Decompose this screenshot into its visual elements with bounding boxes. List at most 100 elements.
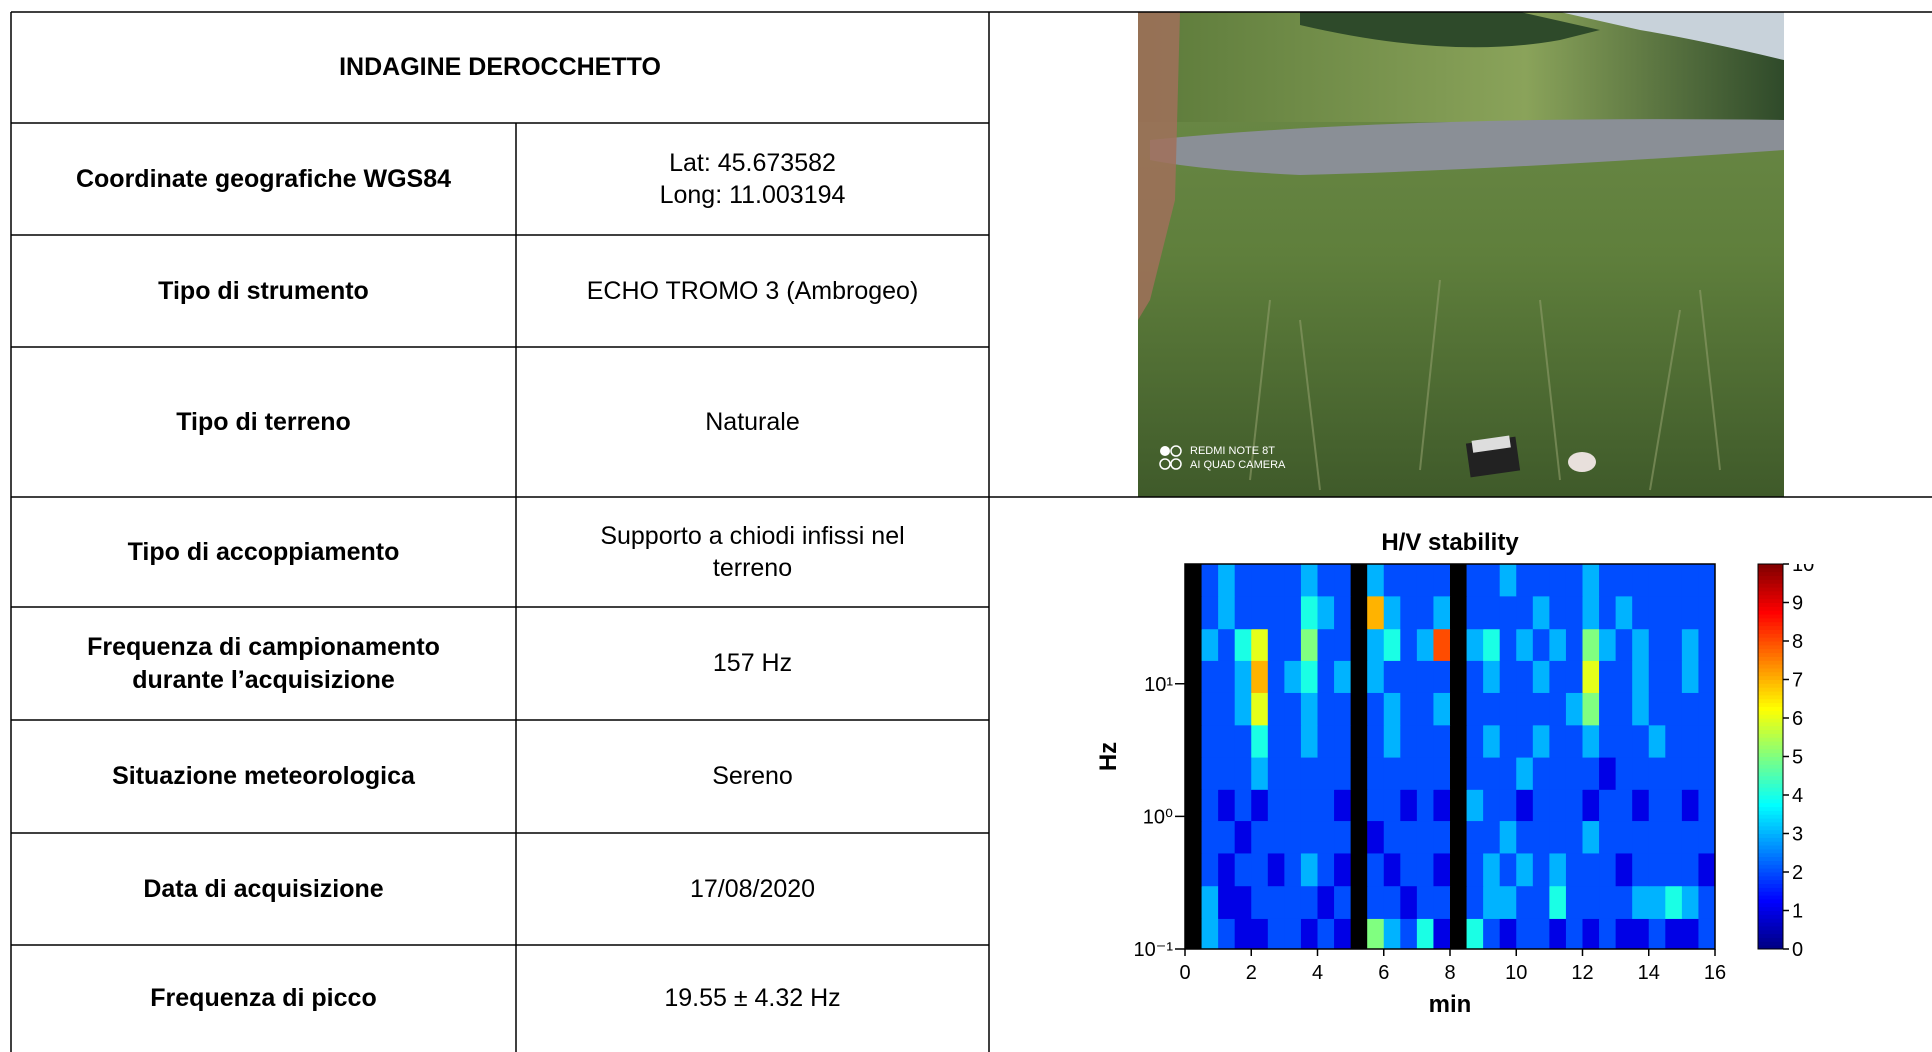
cell-text: Frequenza di campionamento xyxy=(87,633,440,661)
heatmap-cell xyxy=(1532,595,1550,630)
heatmap-cell xyxy=(1350,564,1368,597)
heatmap-cell xyxy=(1599,724,1617,758)
colorbar-step xyxy=(1758,698,1783,704)
heatmap-cell xyxy=(1218,692,1236,726)
heatmap-cell xyxy=(1383,595,1401,630)
heatmap-cell xyxy=(1450,660,1468,693)
colorbar-step xyxy=(1758,879,1783,885)
heatmap-cell xyxy=(1665,852,1683,887)
heatmap-cell xyxy=(1549,724,1567,758)
heatmap-cell xyxy=(1350,918,1368,950)
heatmap-cell xyxy=(1300,564,1318,597)
heatmap-cell xyxy=(1218,564,1236,597)
heatmap-cell xyxy=(1300,660,1318,693)
heatmap-cell xyxy=(1416,724,1434,758)
colorbar-step xyxy=(1758,814,1783,819)
heatmap-cell xyxy=(1267,660,1285,693)
heatmap-cell xyxy=(1615,564,1633,597)
heatmap-cell xyxy=(1400,757,1418,790)
heatmap-cell xyxy=(1615,692,1633,726)
heatmap-cell xyxy=(1681,918,1699,950)
heatmap-cell xyxy=(1284,789,1302,822)
heatmap-cell xyxy=(1516,628,1534,661)
heatmap-cell xyxy=(1499,564,1517,597)
heatmap-cell xyxy=(1251,692,1269,726)
heatmap-cell xyxy=(1599,885,1617,919)
heatmap-cell xyxy=(1582,885,1600,919)
heatmap-cell xyxy=(1416,692,1434,726)
heatmap-cell xyxy=(1400,724,1418,758)
colorbar-step xyxy=(1758,887,1783,892)
heatmap-cell xyxy=(1284,692,1302,726)
heatmap-cell xyxy=(1201,757,1219,790)
cell-text: Situazione meteorologica xyxy=(112,762,415,791)
heatmap-cell xyxy=(1201,789,1219,822)
colorbar-step xyxy=(1758,829,1783,834)
heatmap-cell xyxy=(1433,660,1451,693)
heatmap-cell xyxy=(1350,660,1368,693)
heatmap-cell xyxy=(1234,564,1252,597)
heatmap-cell xyxy=(1433,885,1451,919)
heatmap-cell xyxy=(1565,885,1583,919)
colorbar-tick-label: 1 xyxy=(1792,901,1803,923)
heatmap-cell xyxy=(1615,628,1633,661)
cell-text: Data di acquisizione xyxy=(143,874,384,903)
heatmap-cell xyxy=(1665,564,1683,597)
heatmap-cell xyxy=(1549,595,1567,630)
colorbar-step xyxy=(1758,629,1783,634)
colorbar-step xyxy=(1758,841,1783,846)
heatmap-cell xyxy=(1383,757,1401,790)
colorbar-step xyxy=(1758,583,1783,588)
heatmap-cell xyxy=(1416,820,1434,854)
heatmap-cell xyxy=(1599,789,1617,822)
heatmap-cell xyxy=(1582,820,1600,854)
x-axis-label: min xyxy=(1429,991,1472,1018)
heatmap-cell xyxy=(1267,789,1285,822)
cell-text: terreno xyxy=(712,554,793,582)
heatmap-cell xyxy=(1416,628,1434,661)
heatmap-cell xyxy=(1400,852,1418,887)
heatmap-cell xyxy=(1516,820,1534,854)
heatmap-cell xyxy=(1549,918,1567,950)
row-value: Sereno xyxy=(516,720,989,833)
heatmap-cell xyxy=(1218,595,1236,630)
heatmap-cell xyxy=(1367,628,1385,661)
heatmap-cell xyxy=(1648,885,1666,919)
heatmap-cell xyxy=(1416,660,1434,693)
heatmap-cell xyxy=(1565,628,1583,661)
heatmap-cell xyxy=(1681,885,1699,919)
colorbar-step xyxy=(1758,714,1783,719)
heatmap-cell xyxy=(1367,885,1385,919)
heatmap-cell xyxy=(1698,820,1716,854)
heatmap-cell xyxy=(1681,789,1699,822)
heatmap-cell xyxy=(1267,692,1285,726)
heatmap-cell xyxy=(1599,692,1617,726)
heatmap-cell xyxy=(1450,564,1468,597)
heatmap-cell xyxy=(1532,692,1550,726)
heatmap-cell xyxy=(1483,757,1501,790)
heatmap-cell xyxy=(1400,918,1418,950)
heatmap-cell xyxy=(1615,820,1633,854)
heatmap-cell xyxy=(1565,757,1583,790)
colorbar-step xyxy=(1758,741,1783,746)
heatmap-cell xyxy=(1681,564,1699,597)
heatmap-cell xyxy=(1334,595,1352,630)
heatmap-cell xyxy=(1433,628,1451,661)
colorbar-tick-label: 5 xyxy=(1792,747,1803,769)
heatmap-cell xyxy=(1648,628,1666,661)
cell-text: Long: 11.003194 xyxy=(659,181,846,209)
heatmap-cell xyxy=(1334,852,1352,887)
heatmap-cell xyxy=(1185,885,1203,919)
colorbar-step xyxy=(1758,691,1783,696)
colorbar-step xyxy=(1758,818,1783,823)
heatmap-cell xyxy=(1234,692,1252,726)
heatmap-cell xyxy=(1499,724,1517,758)
heatmap-cell xyxy=(1632,595,1650,630)
heatmap-cell xyxy=(1416,852,1434,887)
heatmap-cell xyxy=(1615,885,1633,919)
heatmap-cell xyxy=(1483,852,1501,887)
heatmap-cell xyxy=(1483,885,1501,919)
heatmap-cell xyxy=(1383,820,1401,854)
heatmap-cell xyxy=(1334,885,1352,919)
